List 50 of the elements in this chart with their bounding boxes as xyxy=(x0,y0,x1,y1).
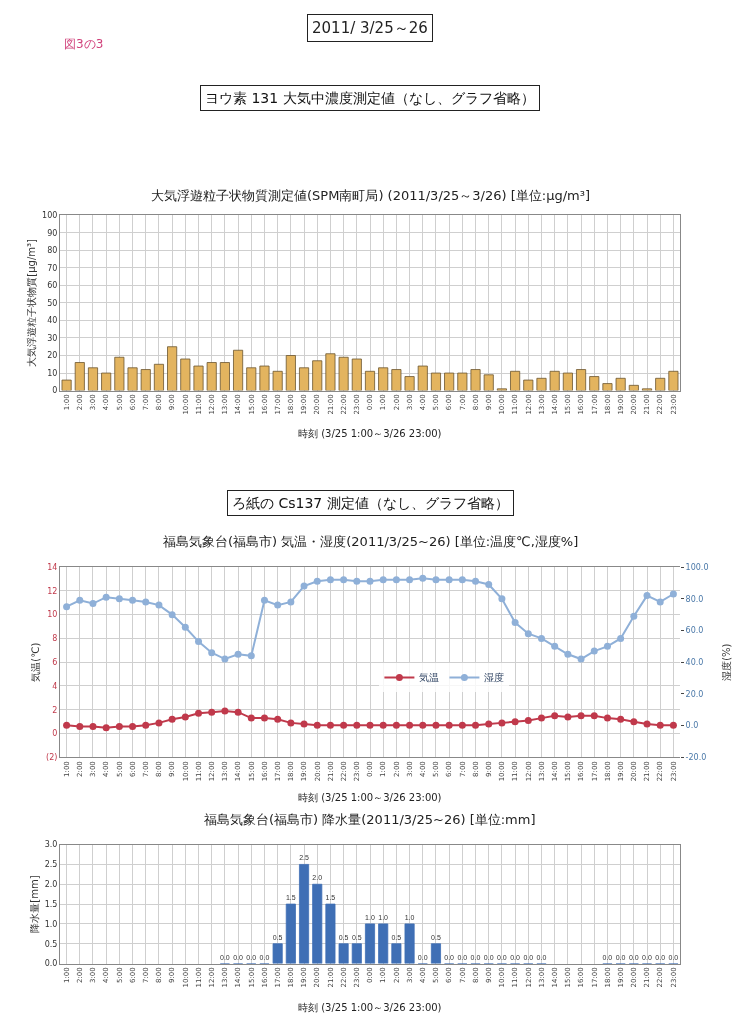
y-tick-label: 90 xyxy=(47,228,58,238)
y2-tick-label: 80.0 xyxy=(685,594,704,604)
y-tick-label: 12 xyxy=(47,586,58,596)
y-tick-label: 1.0 xyxy=(44,919,58,929)
y-tick-label: 2.5 xyxy=(44,860,58,870)
x-axis-title: 時刻 (3/25 1:00～3/26 23:00) xyxy=(298,428,442,439)
y-tick-label: 8 xyxy=(52,634,58,644)
y2-tick-label: -20.0 xyxy=(685,753,707,763)
text: ろ紙の Cs137 測定値（なし、グラフ省略） xyxy=(232,495,509,511)
x-axis-title: 時刻 (3/25 1:00～3/26 23:00) xyxy=(298,792,442,803)
y2-tick-label: 0.0 xyxy=(685,721,699,731)
y-tick-label: 70 xyxy=(47,263,58,273)
y-tick-label: 2 xyxy=(52,705,58,715)
y-tick-label: 30 xyxy=(47,333,58,343)
y-tick-label: 50 xyxy=(47,298,58,308)
chart-title: 大気浮遊粒子状物質測定値(SPM南町局) (2011/3/25～3/26) [単位:μg/m³] xyxy=(151,188,591,203)
x-axis-title: 時刻 (3/25 1:00～3/26 23:00) xyxy=(298,1002,442,1013)
y-axis-title: 大気浮遊粒子状物質[μg/m³] xyxy=(26,238,38,367)
y-tick-label: 40 xyxy=(47,316,58,326)
y-tick-label: 2.0 xyxy=(44,880,58,890)
y-tick-label: 14 xyxy=(47,562,58,572)
chart-title: 福島気象台(福島市) 気温・湿度(2011/3/25~26) [単位:温度℃,湿度%] xyxy=(163,534,579,549)
legend-label: 気温 xyxy=(419,672,440,684)
y-tick-label: 0.5 xyxy=(44,939,58,949)
caption: 図3の3 xyxy=(64,37,104,51)
y-tick-label: 6 xyxy=(52,658,58,668)
y-tick-label: 10 xyxy=(47,368,58,378)
y-tick-label: 1.5 xyxy=(44,899,58,909)
y-tick-label: 0.0 xyxy=(44,959,58,969)
y2-tick-label: 20.0 xyxy=(685,689,704,699)
legend-label: 湿度 xyxy=(484,672,505,684)
y-tick-label: 3.0 xyxy=(44,840,58,850)
text: ヨウ素 131 大気中濃度測定値（なし、グラフ省略） xyxy=(205,90,535,106)
y-tick-label: 0 xyxy=(52,729,58,739)
y-tick-label: (2) xyxy=(46,753,58,763)
y-tick-label: 0 xyxy=(52,386,58,396)
y-tick-label: 20 xyxy=(47,351,58,361)
y2-axis-title: 湿度(%) xyxy=(721,643,733,681)
y-tick-label: 4 xyxy=(52,681,58,691)
y-axis-title: 気温(℃) xyxy=(30,642,42,682)
text: 2011/ 3/25～26 xyxy=(312,19,428,37)
y-tick-label: 100 xyxy=(42,210,58,220)
y2-tick-label: 60.0 xyxy=(685,626,704,636)
chart-title: 福島気象台(福島市) 降水量(2011/3/25~26) [単位:mm] xyxy=(204,812,536,827)
y2-tick-label: 40.0 xyxy=(685,658,704,668)
y2-tick-label: 100.0 xyxy=(685,562,709,572)
y-tick-label: 60 xyxy=(47,281,58,291)
y-axis-title: 降水量[mm] xyxy=(28,875,40,933)
y-tick-label: 10 xyxy=(47,610,58,620)
y-tick-label: 80 xyxy=(47,246,58,256)
